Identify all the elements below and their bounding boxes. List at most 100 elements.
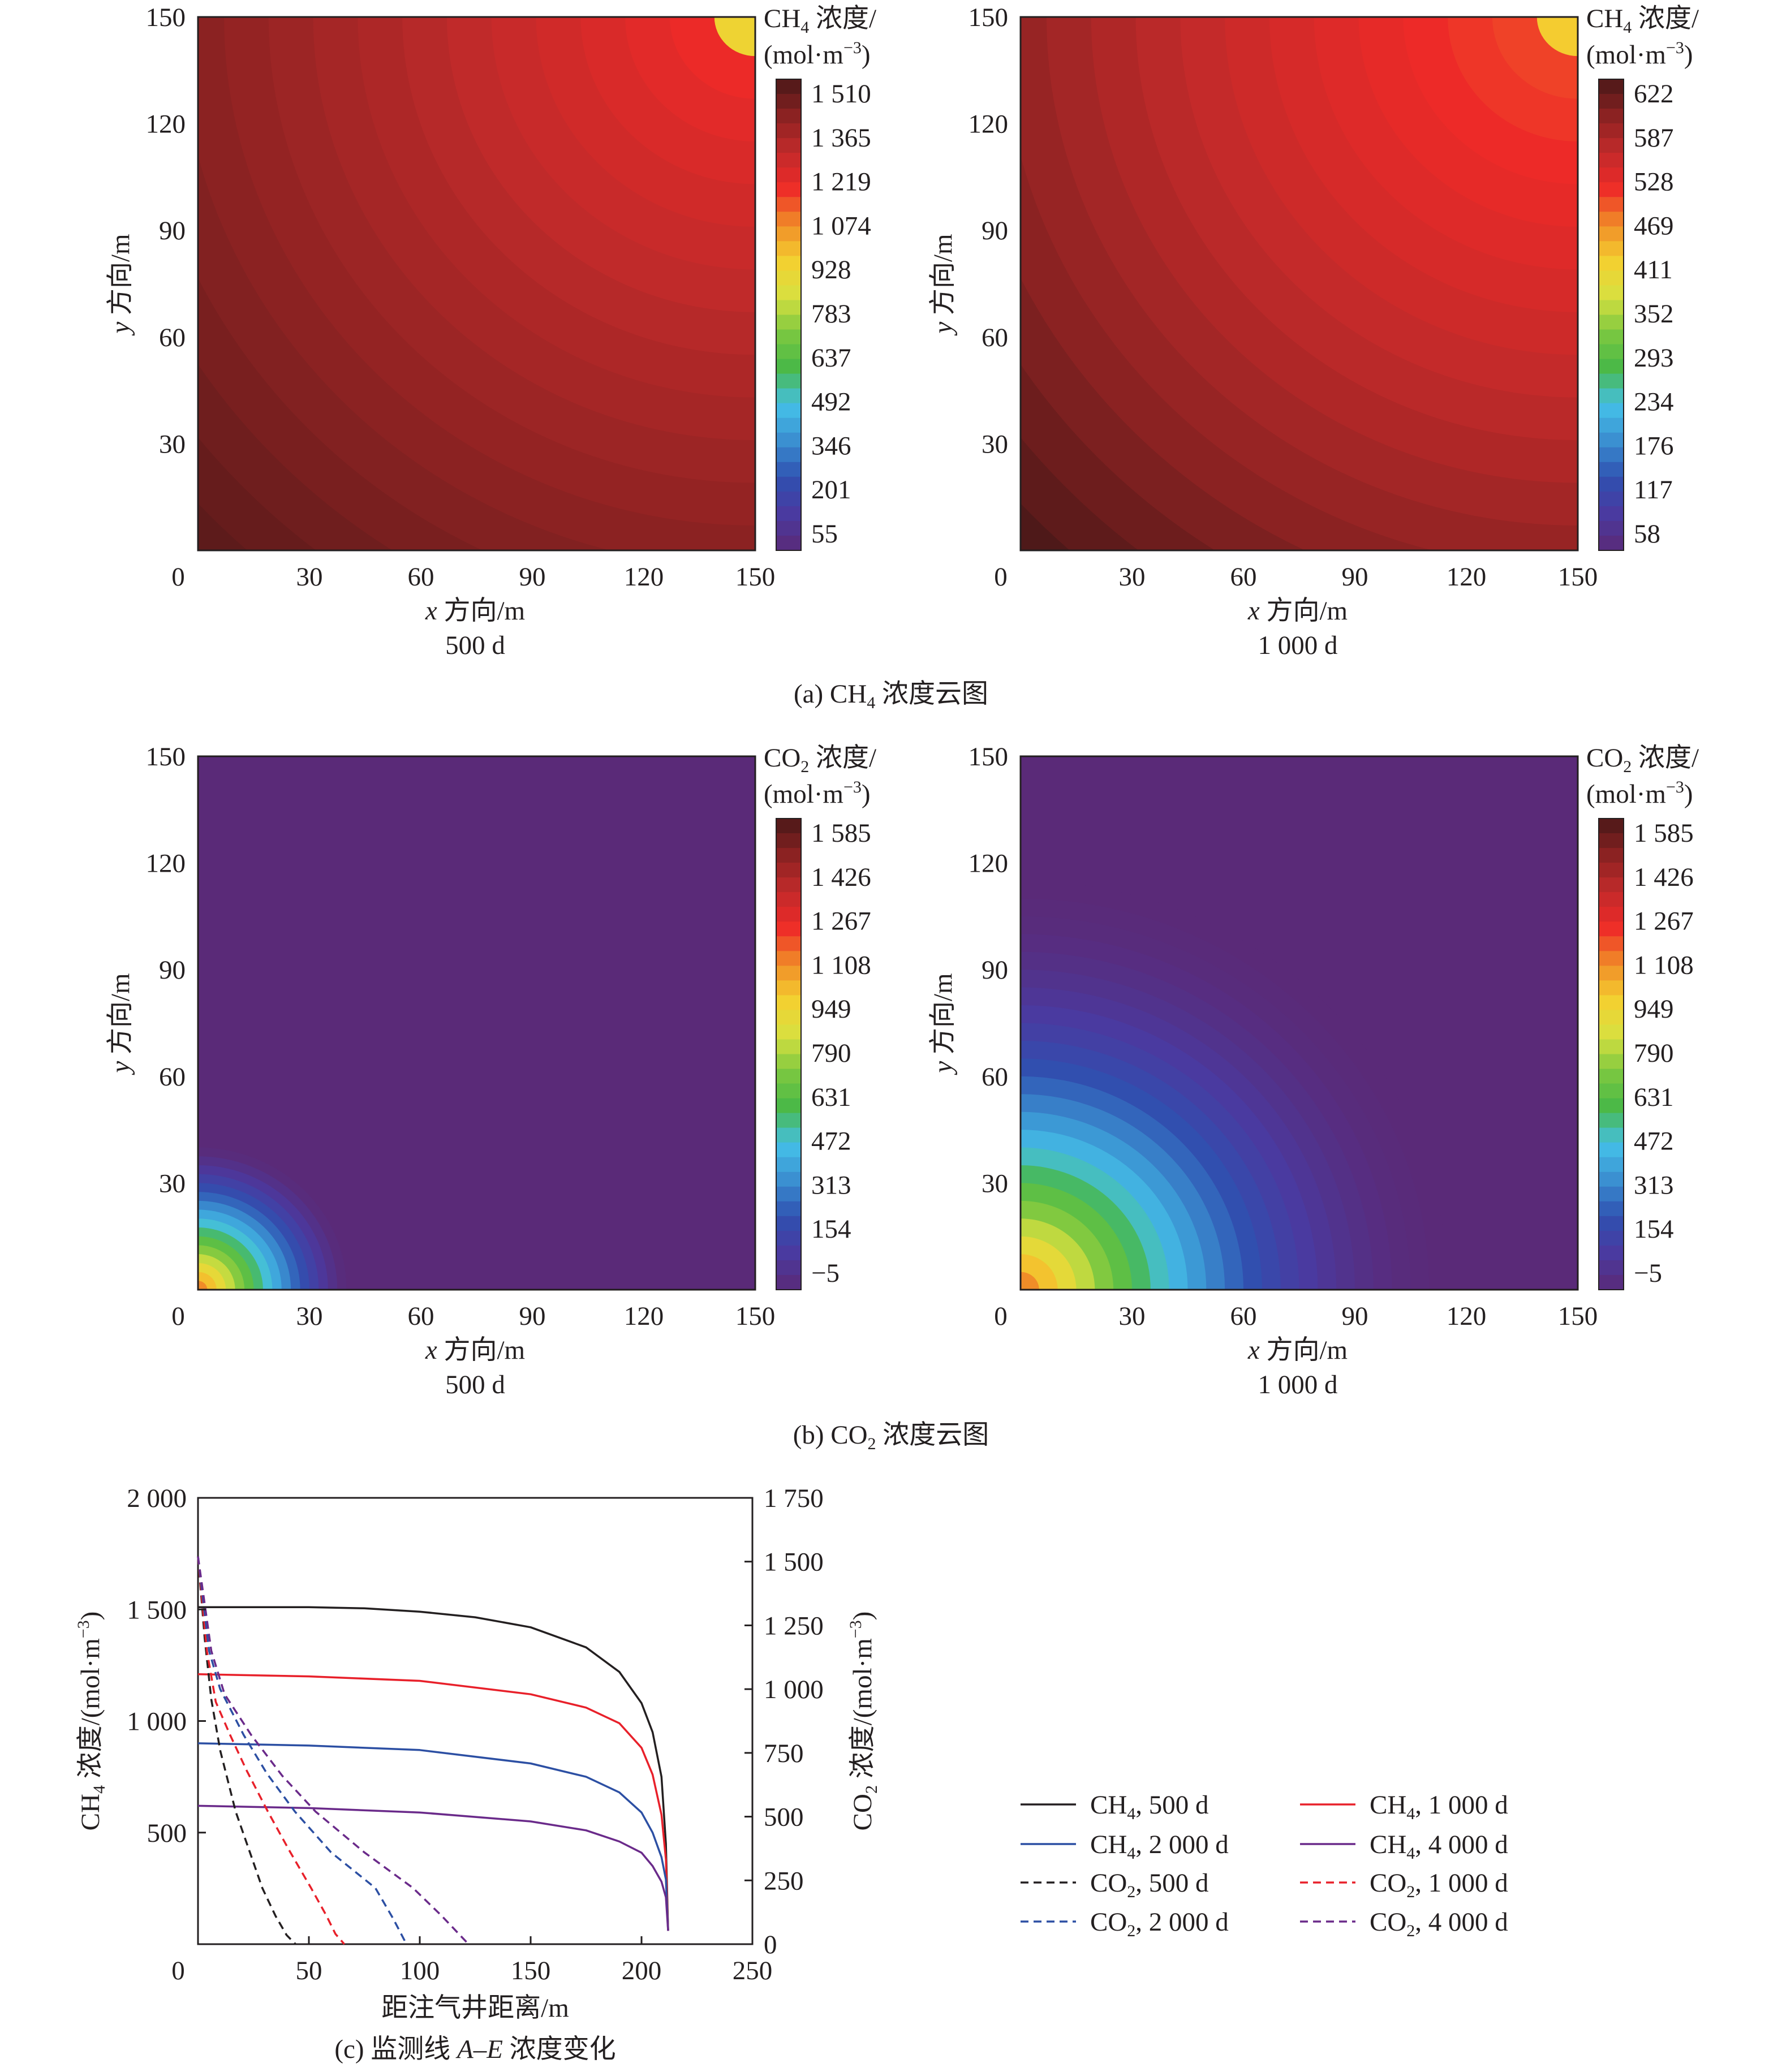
colorbar-band [776, 1201, 801, 1217]
colorbar-band [1599, 79, 1624, 94]
x-tick-label: 30 [296, 562, 323, 592]
colorbar-band [776, 1039, 801, 1055]
colorbar-tick-label: 637 [811, 343, 851, 373]
x-axis-label: 距注气井距离/m [381, 1993, 569, 2023]
colorbar-tick-label: 1 585 [1634, 819, 1694, 848]
y-tick-label: 60 [982, 323, 1008, 352]
colorbar-band [1599, 1171, 1624, 1187]
colorbar-band [1599, 1260, 1624, 1276]
colorbar-band [776, 1127, 801, 1143]
colorbar-band [1599, 1245, 1624, 1261]
colorbar-band [1599, 863, 1624, 878]
colorbar-band [1599, 241, 1624, 256]
x-tick-label: 30 [1119, 562, 1146, 592]
colorbar-band [1599, 1039, 1624, 1055]
colorbar-band [776, 79, 801, 94]
colorbar-tick-label: 352 [1634, 299, 1674, 329]
colorbar-tick-label: 631 [811, 1083, 851, 1112]
colorbar-band [1599, 226, 1624, 242]
x-tick-label: 150 [1558, 1302, 1598, 1331]
x-axis-label: x 方向/m [1247, 1336, 1348, 1365]
legend: CH4, 500 d CH4, 1 000 d CH4, 2 000 d CH4, 4… [1021, 1790, 1508, 1940]
colorbar-band [776, 966, 801, 981]
y-right-tick-label: 1 000 [764, 1675, 824, 1704]
colorbar-band [776, 1274, 801, 1290]
colorbar-tick-label: 1 108 [1634, 950, 1694, 980]
colorbar-band [1599, 1186, 1624, 1202]
caption-a: (a) CH4 浓度云图 [794, 679, 988, 712]
plot-frame [1019, 755, 1579, 1291]
colorbar-tick-label: 472 [1634, 1127, 1674, 1156]
y-right-tick-label: 750 [764, 1739, 804, 1768]
x-tick-label: 30 [296, 1302, 323, 1331]
series-line-2 [197, 1742, 669, 1931]
legend-label: CO2, 2 000 d [1090, 1907, 1229, 1940]
colorbar-tick-label: 234 [1634, 387, 1674, 417]
colorbar-band [776, 462, 801, 477]
plot-frame [1019, 16, 1579, 552]
y-axis-label: y 方向/m [106, 234, 135, 335]
colorbar-band [776, 1024, 801, 1040]
colorbar-tick-label: −5 [811, 1259, 840, 1288]
colorbar-tick-label: 949 [1634, 994, 1674, 1024]
colorbar-band [776, 285, 801, 301]
colorbar-band [776, 980, 801, 996]
colorbar-band [776, 1069, 801, 1084]
x-tick-label: 250 [733, 1956, 773, 1985]
colorbar-band [776, 300, 801, 316]
colorbar-tick-label: 346 [811, 431, 851, 460]
x-tick-label: 0 [171, 1302, 185, 1331]
x-tick-label: 90 [1342, 1302, 1368, 1331]
y-right-tick-label: 1 250 [764, 1611, 824, 1640]
series-line-3 [197, 1804, 669, 1931]
colorbar-title: CO2 浓度/ [764, 743, 877, 776]
colorbar-tick-label: −5 [1634, 1259, 1662, 1288]
colorbar-band [776, 403, 801, 419]
colorbar-title: CH4 浓度/ [1586, 4, 1699, 37]
colorbar-unit: (mol·m−3) [1586, 778, 1693, 809]
time-label: 500 d [445, 1370, 505, 1399]
legend-item: CO2, 2 000 d [1021, 1907, 1229, 1940]
colorbar-band [776, 1186, 801, 1202]
colorbar-band [776, 138, 801, 153]
colorbar-band [1599, 921, 1624, 937]
colorbar-band [1599, 94, 1624, 109]
colorbar-band [776, 1230, 801, 1246]
legend-label: CH4, 1 000 d [1370, 1790, 1508, 1823]
contour-panels: 30 60 90 120 150 0 30 60 90 120 150 x 方向/m 500 d y 方向… [106, 3, 1699, 1399]
colorbar-band [776, 241, 801, 256]
x-tick-label: 30 [1119, 1302, 1146, 1331]
colorbar-band [1599, 153, 1624, 168]
colorbar-frame [776, 818, 802, 1290]
colorbar-band [776, 877, 801, 893]
x-tick-label: 120 [1447, 1302, 1487, 1331]
colorbar-band [1599, 476, 1624, 492]
time-label: 500 d [445, 631, 505, 660]
colorbar-band [776, 344, 801, 360]
colorbar-tick-label: 201 [811, 475, 851, 505]
colorbar-tick-label: 472 [811, 1127, 851, 1156]
colorbar-tick-label: 55 [811, 519, 838, 549]
colorbar-band [776, 491, 801, 507]
colorbar-band [1599, 373, 1624, 389]
colorbar-tick-label: 469 [1634, 211, 1674, 240]
y-tick-label: 150 [969, 742, 1009, 772]
colorbar-band [1599, 1157, 1624, 1173]
legend-label: CO2, 1 000 d [1370, 1868, 1508, 1901]
y-tick-label: 120 [146, 849, 186, 878]
colorbar-band [776, 417, 801, 433]
legend-item: CH4, 500 d [1021, 1790, 1209, 1823]
y-axis-label: y 方向/m [928, 234, 958, 335]
contour-band [1536, 17, 1578, 57]
colorbar-unit: (mol·m−3) [764, 38, 871, 70]
colorbar-band [776, 1010, 801, 1026]
y-tick-label: 60 [982, 1062, 1008, 1092]
y-tick-label: 30 [982, 1169, 1008, 1198]
colorbar-band [1599, 1113, 1624, 1128]
colorbar-band [1599, 138, 1624, 153]
x-tick-label: 150 [1558, 562, 1598, 592]
colorbar: 1 585 1 426 1 267 1 108 949 790 631 472 313 154 −5… [764, 743, 877, 1290]
legend-label: CH4, 4 000 d [1370, 1830, 1508, 1863]
legend-item: CO2, 500 d [1021, 1868, 1209, 1901]
